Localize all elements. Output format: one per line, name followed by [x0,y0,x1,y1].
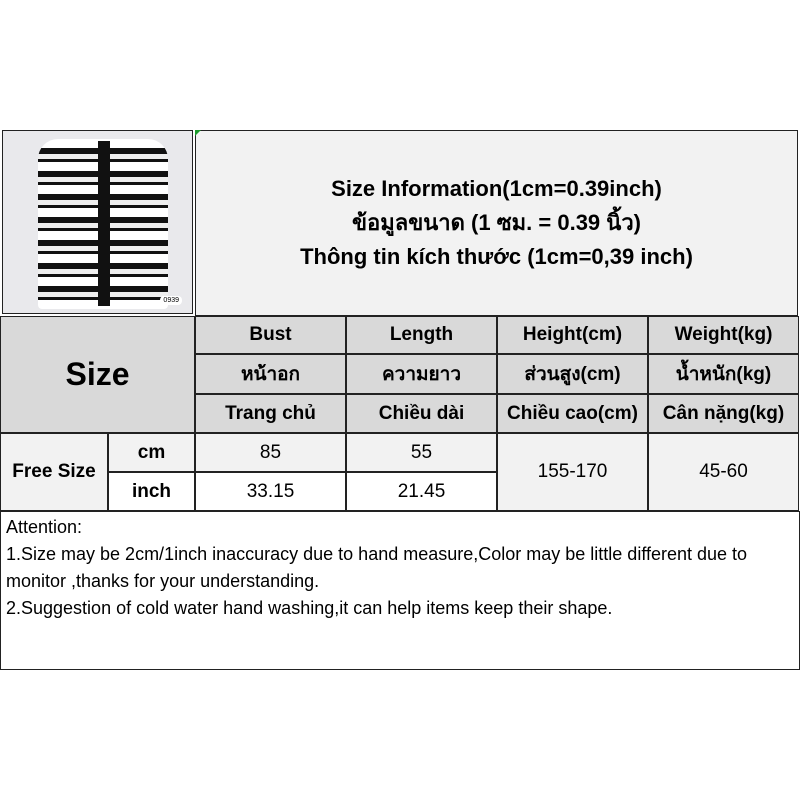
length-cm-value: 55 [346,433,497,472]
size-info-title: Size Information(1cm=0.39inch) ข้อมูลขนา… [195,130,798,316]
cardigan-placket [98,141,110,306]
height-range-value: 155-170 [497,433,648,511]
col-height-vi: Chiều cao(cm) [497,394,648,433]
col-weight-th: น้ำหนัก(kg) [648,354,799,394]
weight-range-value: 45-60 [648,433,799,511]
unit-cm: cm [108,433,195,472]
size-header: Size [0,316,195,433]
col-bust-vi: Trang chủ [195,394,346,433]
length-inch-value: 21.45 [346,472,497,511]
col-length-vi: Chiều dài [346,394,497,433]
title-english: Size Information(1cm=0.39inch) [331,176,662,201]
col-length-th: ความยาว [346,354,497,394]
col-weight-vi: Cân nặng(kg) [648,394,799,433]
attention-note-1: 1.Size may be 2cm/1inch inaccuracy due t… [6,544,748,591]
attention-heading: Attention: [6,517,83,537]
product-code: 0939 [160,296,182,305]
col-weight-en: Weight(kg) [648,316,799,354]
title-vietnamese: Thông tin kích thước (1cm=0,39 inch) [300,244,693,269]
product-photo: 0939 [2,130,193,314]
col-height-th: ส่วนสูง(cm) [497,354,648,394]
unit-inch: inch [108,472,195,511]
col-bust-en: Bust [195,316,346,354]
bust-inch-value: 33.15 [195,472,346,511]
col-height-en: Height(cm) [497,316,648,354]
col-length-en: Length [346,316,497,354]
cell-comment-marker [195,130,201,136]
title-thai: ข้อมูลขนาด (1 ซม. = 0.39 นิ้ว) [351,210,641,235]
attention-note-2: 2.Suggestion of cold water hand washing,… [6,598,613,618]
bust-cm-value: 85 [195,433,346,472]
size-free-size: Free Size [0,433,108,511]
col-bust-th: หน้าอก [195,354,346,394]
attention-notes: Attention: 1.Size may be 2cm/1inch inacc… [0,511,800,670]
